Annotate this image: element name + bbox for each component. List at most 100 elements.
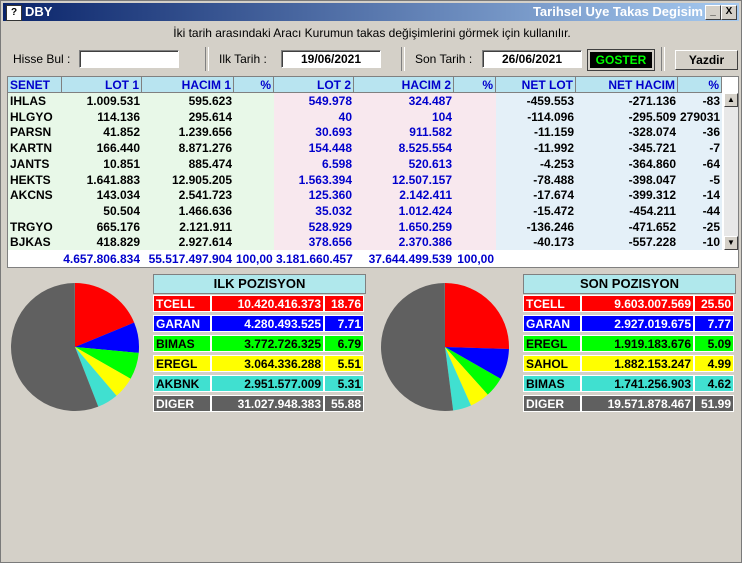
table-row[interactable]: AKCNS 143.034 2.541.723 125.360 2.142.411 -17… xyxy=(8,187,724,204)
table-cell: -25 xyxy=(678,218,722,235)
position-name: BIMAS xyxy=(523,375,581,392)
table-cell xyxy=(234,218,274,235)
table-cell: 418.829 xyxy=(62,234,142,251)
table-cell: KARTN xyxy=(8,140,62,157)
table-cell: 40 xyxy=(274,108,354,125)
table-cell xyxy=(234,124,274,141)
table-cell: -271.136 xyxy=(576,93,678,109)
table-cell: -11.159 xyxy=(496,124,576,141)
table-cell: 2.121.911 xyxy=(142,218,234,235)
position-pct: 5.09 xyxy=(694,335,734,352)
table-cell: -64 xyxy=(678,155,722,172)
table-cell: 549.978 xyxy=(274,93,354,109)
column-header[interactable]: % xyxy=(454,77,496,93)
title-bar[interactable]: ? DBY Tarihsel Uye Takas Degisim _ X xyxy=(3,3,739,21)
table-cell: 30.693 xyxy=(274,124,354,141)
position-pct: 18.76 xyxy=(324,295,364,312)
table-cell: -83 xyxy=(678,93,722,109)
position-pct: 7.77 xyxy=(694,315,734,332)
table-row[interactable]: 50.504 1.466.636 35.032 1.012.424 -15.472 -45… xyxy=(8,202,724,219)
son-pozisyon-title: SON POZISYON xyxy=(523,274,736,294)
table-cell: 1.009.531 xyxy=(62,93,142,109)
table-cell: 143.034 xyxy=(62,187,142,204)
table-cell xyxy=(454,171,496,188)
table-cell: 166.440 xyxy=(62,140,142,157)
table-row[interactable]: TRGYO 665.176 2.121.911 528.929 1.650.259 -13… xyxy=(8,218,724,235)
goster-button[interactable]: GOSTER xyxy=(587,49,655,71)
table-cell: -295.509 xyxy=(576,108,678,125)
table-cell: -44 xyxy=(678,202,722,219)
table-cell: 378.656 xyxy=(274,234,354,251)
table-cell: -136.246 xyxy=(496,218,576,235)
table-cell: -4.253 xyxy=(496,155,576,172)
position-value: 2.951.577.009 xyxy=(211,375,324,392)
table-cell: 50.504 xyxy=(62,202,142,219)
yazdir-button[interactable]: Yazdir xyxy=(675,50,738,70)
ilk-tarih-field[interactable]: 19/06/2021 xyxy=(281,50,381,68)
table-cell: 12.507.157 xyxy=(354,171,454,188)
table-cell xyxy=(8,202,62,219)
table-row[interactable]: HLGYO 114.136 295.614 40 104 -114.096 -295.509… xyxy=(8,108,724,125)
hisse-search-input[interactable] xyxy=(79,50,179,68)
table-row[interactable]: JANTS 10.851 885.474 6.598 520.613 -4.253 -364… xyxy=(8,155,724,172)
table-cell xyxy=(454,187,496,204)
column-header[interactable]: HACIM 2 xyxy=(354,77,454,93)
position-name: GARAN xyxy=(153,315,211,332)
table-cell: TRGYO xyxy=(8,218,62,235)
column-header[interactable]: LOT 2 xyxy=(274,77,354,93)
table-cell: 114.136 xyxy=(62,108,142,125)
takas-table[interactable]: SENET LOT 1 HACIM 1% LOT 2 HACIM 2% NET LOT NE… xyxy=(7,76,739,268)
position-pct: 6.79 xyxy=(324,335,364,352)
totals-row: 4.657.806.834 55.517.497.904 100,00 3.181.6… xyxy=(8,251,724,267)
close-button[interactable]: X xyxy=(721,5,737,20)
table-cell: -15.472 xyxy=(496,202,576,219)
separator xyxy=(661,47,665,71)
table-row[interactable]: PARSN 41.852 1.239.656 30.693 911.582 -11.159… xyxy=(8,124,724,141)
table-row[interactable]: KARTN 166.440 8.871.276 154.448 8.525.554 -11… xyxy=(8,140,724,157)
scroll-up-icon[interactable]: ▲ xyxy=(724,93,738,107)
table-row[interactable]: HEKTS 1.641.883 12.905.205 1.563.394 12.507.… xyxy=(8,171,724,188)
table-cell: -11.992 xyxy=(496,140,576,157)
separator xyxy=(205,47,209,71)
table-cell: AKCNS xyxy=(8,187,62,204)
app-icon[interactable]: ? xyxy=(6,5,22,21)
table-row[interactable]: IHLAS 1.009.531 595.623 549.978 324.487 -459.… xyxy=(8,93,724,109)
table-cell xyxy=(234,140,274,157)
column-header[interactable]: NET HACIM xyxy=(576,77,678,93)
table-cell: 295.614 xyxy=(142,108,234,125)
position-name: GARAN xyxy=(523,315,581,332)
column-header[interactable]: HACIM 1 xyxy=(142,77,234,93)
table-cell: 911.582 xyxy=(354,124,454,141)
pie-slice xyxy=(75,347,117,407)
position-pct: 51.99 xyxy=(694,395,734,412)
table-cell: -364.860 xyxy=(576,155,678,172)
minimize-button[interactable]: _ xyxy=(705,5,721,20)
scroll-down-icon[interactable]: ▼ xyxy=(724,236,738,250)
table-cell: PARSN xyxy=(8,124,62,141)
vertical-scrollbar[interactable]: ▲ ▼ xyxy=(724,93,738,250)
table-cell: 8.871.276 xyxy=(142,140,234,157)
pie-slice xyxy=(381,283,454,411)
column-header[interactable]: NET LOT xyxy=(496,77,576,93)
table-cell: -398.047 xyxy=(576,171,678,188)
table-cell: 6.598 xyxy=(274,155,354,172)
table-cell: 528.929 xyxy=(274,218,354,235)
column-header[interactable]: LOT 1 xyxy=(62,77,142,93)
table-cell: 1.239.656 xyxy=(142,124,234,141)
ilk-pie-chart xyxy=(11,283,139,411)
table-cell xyxy=(454,124,496,141)
column-header[interactable]: % xyxy=(678,77,722,93)
table-cell: 35.032 xyxy=(274,202,354,219)
table-row[interactable]: BJKAS 418.829 2.927.614 378.656 2.370.386 -40… xyxy=(8,234,724,251)
position-value: 1.882.153.247 xyxy=(581,355,694,372)
table-cell: -454.211 xyxy=(576,202,678,219)
position-value: 19.571.878.467 xyxy=(581,395,694,412)
ilk-tarih-label: Ilk Tarih : xyxy=(219,52,267,66)
pie-slice xyxy=(75,283,135,347)
column-header[interactable]: SENET xyxy=(8,77,62,93)
table-cell xyxy=(454,93,496,109)
pie-slice xyxy=(445,347,501,395)
son-tarih-field[interactable]: 26/06/2021 xyxy=(482,50,582,68)
column-header[interactable]: % xyxy=(234,77,274,93)
table-cell: 41.852 xyxy=(62,124,142,141)
